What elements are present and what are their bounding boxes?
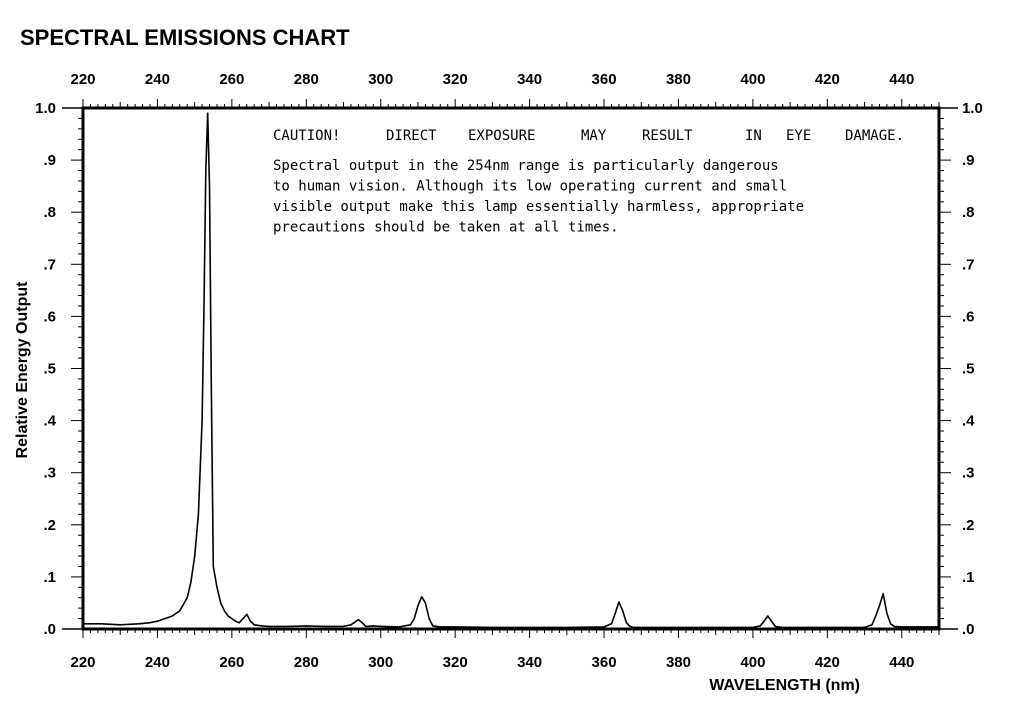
caution-body-line: to human vision. Although its low operat…	[273, 179, 787, 195]
y-tick-label-left: .2	[43, 517, 56, 534]
x-tick-label-top: 300	[368, 71, 393, 88]
caution-body-line: Spectral output in the 254nm range is pa…	[273, 158, 779, 174]
caution-heading-word: IN	[745, 128, 762, 144]
y-tick-label-right: .4	[962, 413, 975, 430]
x-tick-label-bottom: 300	[368, 654, 393, 671]
y-tick-label-right: .6	[962, 308, 975, 325]
y-tick-label-left: .3	[43, 465, 56, 482]
x-tick-label-top: 340	[517, 71, 542, 88]
x-tick-label-bottom: 260	[219, 654, 244, 671]
x-tick-label-top: 280	[294, 71, 319, 88]
series-layer	[83, 112, 939, 629]
x-axis-ticks: 220 220 240 240 260 260 280 280 300 300 320 320 340 3…	[70, 71, 940, 671]
x-tick-label-bottom: 400	[740, 654, 765, 671]
caution-heading-word: DAMAGE.	[845, 128, 904, 144]
y-axis-ticks: .0 .0 .1 .1 .2 .2 .3 .3 .4 .4 .5 .5 .6 .6 .7 .7 .8 .8 .9 .9…	[35, 100, 983, 638]
y-tick-label-right: .1	[962, 569, 975, 586]
y-tick-label-left: .6	[43, 308, 56, 325]
x-tick-label-top: 220	[70, 71, 95, 88]
x-tick-label-bottom: 240	[145, 654, 170, 671]
y-tick-label-left: .7	[43, 256, 56, 273]
caution-heading-word: DIRECT	[386, 128, 437, 144]
x-tick-label-bottom: 420	[815, 654, 840, 671]
y-tick-label-left: .5	[43, 361, 56, 378]
x-tick-label-top: 360	[592, 71, 617, 88]
y-tick-label-left: .1	[43, 569, 56, 586]
x-tick-label-top: 400	[740, 71, 765, 88]
x-tick-label-top: 440	[889, 71, 914, 88]
x-tick-label-bottom: 320	[443, 654, 468, 671]
y-tick-label-right: .5	[962, 361, 975, 378]
y-tick-label-right: 1.0	[962, 100, 983, 117]
x-tick-label-bottom: 380	[666, 654, 691, 671]
y-tick-label-left: .0	[43, 621, 56, 638]
y-tick-label-left: .8	[43, 204, 56, 221]
x-tick-label-bottom: 360	[592, 654, 617, 671]
y-tick-label-right: .8	[962, 204, 975, 221]
caution-body-line: precautions should be taken at all times…	[273, 220, 619, 236]
y-tick-label-right: .2	[962, 517, 975, 534]
caution-heading-word: EXPOSURE	[468, 128, 535, 144]
caution-heading-word: MAY	[581, 128, 607, 144]
x-tick-label-top: 420	[815, 71, 840, 88]
x-tick-label-bottom: 440	[889, 654, 914, 671]
caution-heading-word: CAUTION!	[273, 128, 340, 144]
emission-series-line	[83, 112, 939, 629]
y-tick-label-left: .9	[43, 152, 56, 169]
x-axis-label: WAVELENGTH (nm)	[709, 677, 860, 694]
x-tick-label-top: 320	[443, 71, 468, 88]
y-tick-label-left: 1.0	[35, 100, 56, 117]
caution-heading-word: EYE	[786, 128, 811, 144]
caution-annotation: CAUTION! DIRECT EXPOSURE MAY RESULT IN EYE DAMA…	[273, 128, 904, 236]
caution-body-line: visible output make this lamp essentiall…	[273, 199, 804, 215]
y-tick-label-left: .4	[43, 413, 56, 430]
y-tick-label-right: .7	[962, 256, 975, 273]
x-tick-label-top: 260	[219, 71, 244, 88]
caution-heading-word: RESULT	[642, 128, 693, 144]
x-tick-label-bottom: 220	[70, 654, 95, 671]
x-tick-label-top: 240	[145, 71, 170, 88]
y-tick-label-right: .3	[962, 465, 975, 482]
x-tick-label-bottom: 280	[294, 654, 319, 671]
chart-title: SPECTRAL EMISSIONS CHART	[20, 25, 350, 50]
y-tick-label-right: .0	[962, 621, 975, 638]
y-axis-label: Relative Energy Output	[14, 281, 31, 459]
x-tick-label-bottom: 340	[517, 654, 542, 671]
y-tick-label-right: .9	[962, 152, 975, 169]
x-tick-label-top: 380	[666, 71, 691, 88]
